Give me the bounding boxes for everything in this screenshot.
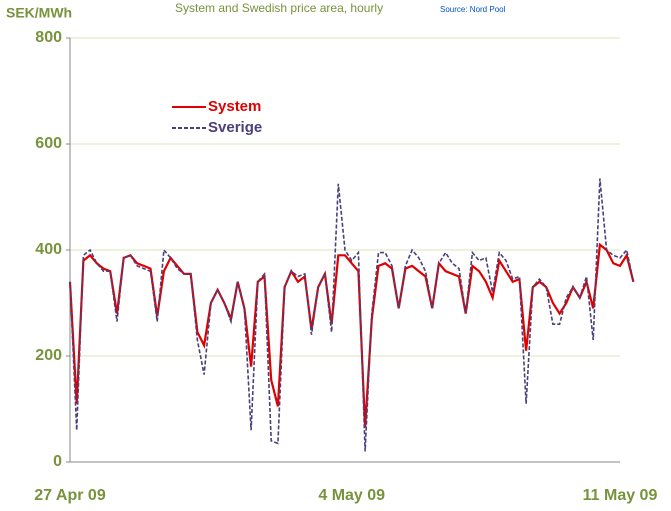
y-tick-label: 800 bbox=[35, 29, 62, 46]
y-tick-label: 600 bbox=[35, 135, 62, 152]
legend-label: System bbox=[208, 98, 261, 115]
x-tick-label: 11 May 09 bbox=[583, 487, 658, 504]
y-tick-label: 200 bbox=[35, 347, 62, 364]
y-tick-label: 400 bbox=[35, 241, 62, 258]
x-tick-label: 27 Apr 09 bbox=[34, 487, 106, 504]
source: Source: Nord Pool bbox=[440, 5, 506, 14]
series-line bbox=[69, 178, 635, 452]
y-axis-label: SEK/MWh bbox=[6, 5, 72, 21]
x-tick-label: 4 May 09 bbox=[318, 487, 385, 504]
legend-label: Sverige bbox=[208, 119, 262, 136]
chart-title: System and Swedish price area, hourly bbox=[175, 1, 383, 15]
series-line bbox=[68, 242, 635, 428]
y-tick-label: 0 bbox=[53, 453, 62, 470]
